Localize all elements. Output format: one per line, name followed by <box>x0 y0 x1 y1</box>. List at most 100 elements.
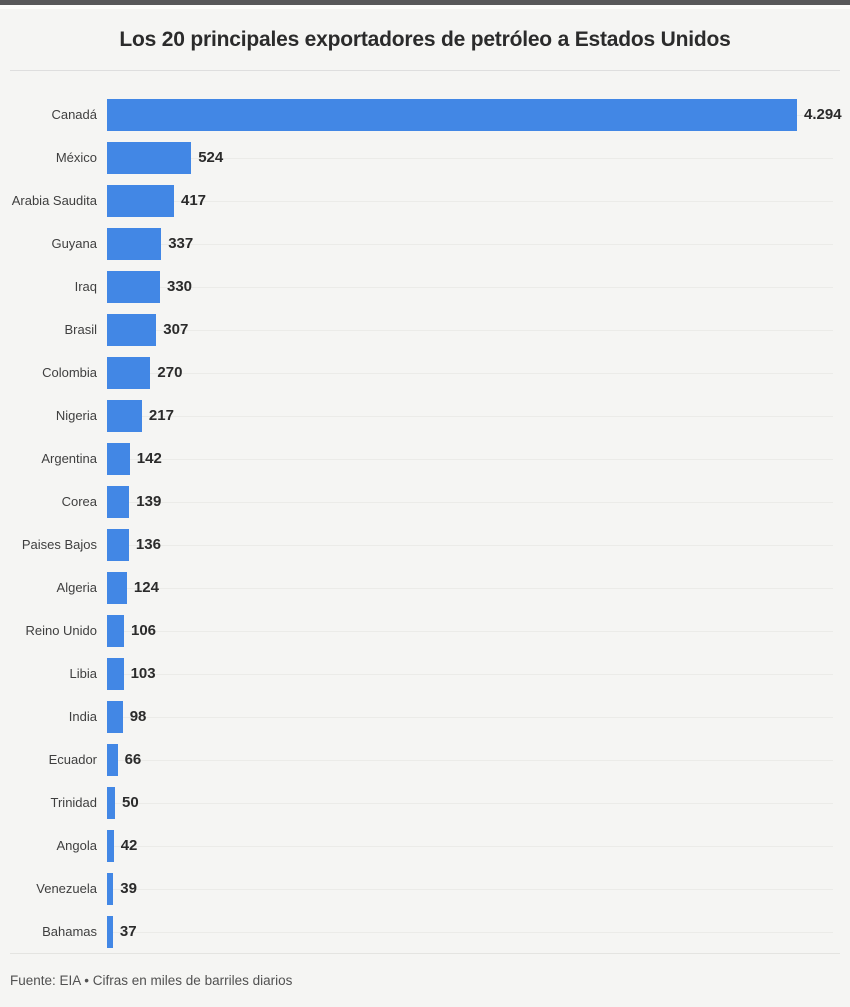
value-label: 524 <box>198 149 224 166</box>
bar-track: 106 <box>107 609 850 652</box>
bar-track: 39 <box>107 867 850 910</box>
category-label: Venezuela <box>36 881 97 896</box>
bar-track: 124 <box>107 566 850 609</box>
chart-row: India 98 <box>0 695 850 738</box>
value-label: 217 <box>148 407 174 424</box>
value-label: 103 <box>130 665 156 682</box>
category-label: Argentina <box>41 451 97 466</box>
value-label: 337 <box>168 235 194 252</box>
gridline <box>107 157 833 159</box>
bar-track: 4.294 <box>107 93 850 136</box>
bar-track: 270 <box>107 351 850 394</box>
category-label: Bahamas <box>42 924 97 939</box>
value-label: 330 <box>167 278 193 295</box>
bar-track: 217 <box>107 394 850 437</box>
bar <box>107 915 113 948</box>
gridline <box>107 286 833 288</box>
value-label: 98 <box>129 708 147 725</box>
bar-track: 136 <box>107 523 850 566</box>
gridline <box>107 243 833 245</box>
bar-track: 37 <box>107 910 850 953</box>
value-label: 417 <box>181 192 207 209</box>
gridline <box>107 200 833 202</box>
chart-row: Paises Bajos 136 <box>0 523 850 566</box>
bar-track: 50 <box>107 781 850 824</box>
chart-row: Argentina 142 <box>0 437 850 480</box>
chart-row: Iraq 330 <box>0 265 850 308</box>
bar-track: 337 <box>107 222 850 265</box>
category-label: Corea <box>61 494 97 509</box>
gridline <box>107 845 833 847</box>
category-label: Iraq <box>74 279 97 294</box>
category-label: Trinidad <box>50 795 97 810</box>
gridline <box>107 501 833 503</box>
gridline <box>107 630 833 632</box>
bar <box>107 442 130 475</box>
chart-row: Ecuador 66 <box>0 738 850 781</box>
chart-row: Libia 103 <box>0 652 850 695</box>
bar-track: 307 <box>107 308 850 351</box>
value-label: 106 <box>131 622 157 639</box>
bar-track: 42 <box>107 824 850 867</box>
gridline <box>107 415 833 417</box>
chart-row: Trinidad 50 <box>0 781 850 824</box>
chart-row: Bahamas 37 <box>0 910 850 953</box>
gridline <box>107 587 833 589</box>
category-label: Paises Bajos <box>21 537 97 552</box>
bar <box>107 270 160 303</box>
category-label: Brasil <box>64 322 97 337</box>
bar <box>107 356 151 389</box>
gridline <box>107 759 833 761</box>
chart-row: Corea 139 <box>0 480 850 523</box>
bar <box>107 485 130 518</box>
bar <box>107 141 192 174</box>
gridline <box>107 458 833 460</box>
gridline <box>107 372 833 374</box>
bar <box>107 829 114 862</box>
header-divider <box>10 70 840 71</box>
value-label: 270 <box>157 364 183 381</box>
bar <box>107 184 174 217</box>
bar-track: 524 <box>107 136 850 179</box>
chart-row: Colombia 270 <box>0 351 850 394</box>
chart-row: Algeria 124 <box>0 566 850 609</box>
bar-track: 142 <box>107 437 850 480</box>
footer-divider <box>10 953 840 954</box>
category-label: Algeria <box>56 580 97 595</box>
chart-header: Los 20 principales exportadores de petró… <box>0 9 850 70</box>
value-label: 136 <box>135 536 161 553</box>
chart-footer: Fuente: EIA • Cifras en miles de barrile… <box>0 954 850 1007</box>
chart-row: Reino Unido 106 <box>0 609 850 652</box>
bar-chart: Canadá 4.294 México 524 Arabia Saudita 417 Guy… <box>0 71 850 953</box>
bar <box>107 786 115 819</box>
chart-row: Arabia Saudita 417 <box>0 179 850 222</box>
bar-track: 103 <box>107 652 850 695</box>
chart-row: Guyana 337 <box>0 222 850 265</box>
top-strip-gap <box>0 5 850 9</box>
gridline <box>107 544 833 546</box>
bar <box>107 227 162 260</box>
top-accent-strip <box>0 0 850 5</box>
category-label: México <box>55 150 97 165</box>
chart-row: México 524 <box>0 136 850 179</box>
bar <box>107 571 127 604</box>
chart-row: Brasil 307 <box>0 308 850 351</box>
bar <box>107 700 123 733</box>
gridline <box>107 673 833 675</box>
value-label: 4.294 <box>804 106 842 123</box>
gridline <box>107 329 833 331</box>
page-title: Los 20 principales exportadores de petró… <box>119 27 731 51</box>
category-label: Nigeria <box>55 408 97 423</box>
value-label: 42 <box>120 837 138 854</box>
category-label: Colombia <box>42 365 97 380</box>
gridline <box>107 802 833 804</box>
category-label: Libia <box>69 666 97 681</box>
value-label: 50 <box>122 794 139 811</box>
category-label: Arabia Saudita <box>11 193 97 208</box>
value-label: 37 <box>119 923 137 940</box>
chart-row: Canadá 4.294 <box>0 93 850 136</box>
category-label: Angola <box>56 838 97 853</box>
bar <box>107 657 124 690</box>
chart-row: Nigeria 217 <box>0 394 850 437</box>
